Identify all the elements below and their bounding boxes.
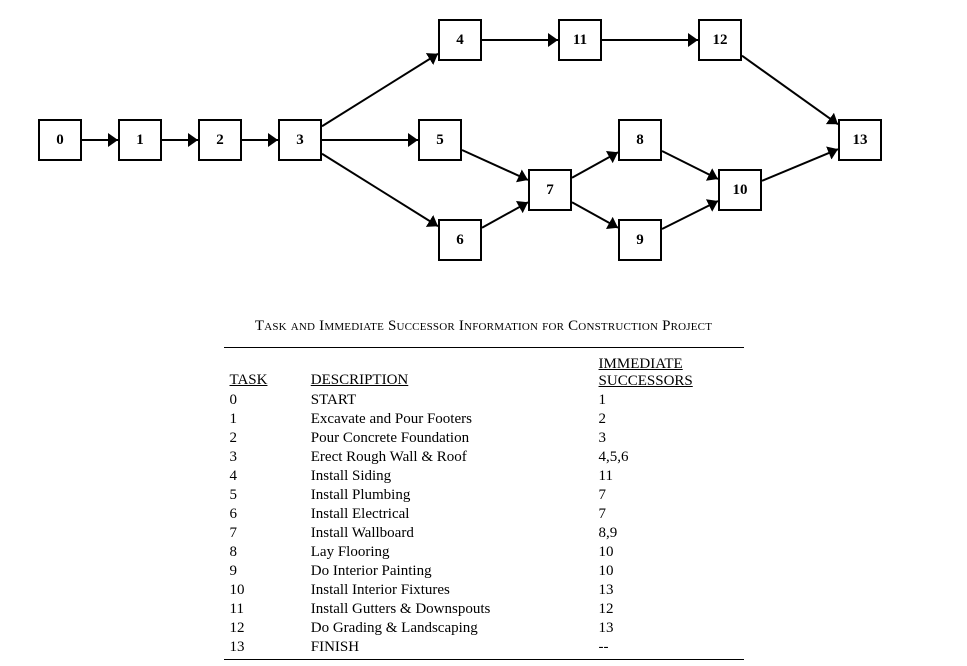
cell-successors: 1: [593, 391, 744, 410]
table-caption: Task and Immediate Successor Information…: [0, 318, 967, 335]
table-row: 13FINISH--: [224, 638, 744, 657]
cell-successors: 4,5,6: [593, 448, 744, 467]
col-successors: IMMEDIATE SUCCESSORS: [593, 354, 744, 391]
cell-description: Excavate and Pour Footers: [305, 410, 593, 429]
cell-successors: 7: [593, 505, 744, 524]
node-7: 7: [528, 169, 572, 211]
cell-successors: 10: [593, 543, 744, 562]
table-bottom-rule: [224, 659, 744, 660]
cell-task: 13: [224, 638, 305, 657]
node-6: 6: [438, 219, 482, 261]
cell-successors: 11: [593, 467, 744, 486]
cell-successors: 10: [593, 562, 744, 581]
cell-task: 5: [224, 486, 305, 505]
cell-task: 7: [224, 524, 305, 543]
node-8: 8: [618, 119, 662, 161]
cell-task: 0: [224, 391, 305, 410]
table-body: 0START11Excavate and Pour Footers22Pour …: [224, 391, 744, 657]
edge-12-13: [742, 56, 838, 125]
edge-5-7: [462, 150, 528, 180]
cell-description: Install Plumbing: [305, 486, 593, 505]
table-row: 2Pour Concrete Foundation3: [224, 429, 744, 448]
cell-successors: 13: [593, 619, 744, 638]
table-row: 1Excavate and Pour Footers2: [224, 410, 744, 429]
cell-task: 12: [224, 619, 305, 638]
cell-successors: 3: [593, 429, 744, 448]
table-row: 5Install Plumbing7: [224, 486, 744, 505]
edge-7-8: [572, 152, 618, 178]
cell-description: Install Gutters & Downspouts: [305, 600, 593, 619]
cell-task: 3: [224, 448, 305, 467]
cell-task: 2: [224, 429, 305, 448]
cell-successors: 12: [593, 600, 744, 619]
col-description: DESCRIPTION: [305, 354, 593, 391]
cell-task: 6: [224, 505, 305, 524]
node-5: 5: [418, 119, 462, 161]
cell-successors: 8,9: [593, 524, 744, 543]
cell-description: Install Siding: [305, 467, 593, 486]
table-row: 11Install Gutters & Downspouts12: [224, 600, 744, 619]
node-12: 12: [698, 19, 742, 61]
cell-task: 10: [224, 581, 305, 600]
table-row: 10Install Interior Fixtures13: [224, 581, 744, 600]
edge-6-7: [482, 202, 528, 228]
cell-successors: --: [593, 638, 744, 657]
cell-description: FINISH: [305, 638, 593, 657]
node-2: 2: [198, 119, 242, 161]
edge-9-10: [662, 201, 718, 229]
cell-description: Do Grading & Landscaping: [305, 619, 593, 638]
cell-successors: 2: [593, 410, 744, 429]
cell-description: Do Interior Painting: [305, 562, 593, 581]
table-row: 7Install Wallboard8,9: [224, 524, 744, 543]
edge-3-6: [322, 154, 438, 227]
table-row: 6Install Electrical7: [224, 505, 744, 524]
node-9: 9: [618, 219, 662, 261]
node-10: 10: [718, 169, 762, 211]
task-table: TASKDESCRIPTIONIMMEDIATE SUCCESSORS 0STA…: [224, 354, 744, 657]
task-table-wrap: TASKDESCRIPTIONIMMEDIATE SUCCESSORS 0STA…: [224, 347, 744, 660]
table-row: 9Do Interior Painting10: [224, 562, 744, 581]
cell-description: START: [305, 391, 593, 410]
cell-description: Install Electrical: [305, 505, 593, 524]
cell-description: Install Interior Fixtures: [305, 581, 593, 600]
cell-description: Lay Flooring: [305, 543, 593, 562]
edge-10-13: [762, 149, 838, 181]
cell-description: Install Wallboard: [305, 524, 593, 543]
table-row: 8Lay Flooring10: [224, 543, 744, 562]
node-0: 0: [38, 119, 82, 161]
table-header-row: TASKDESCRIPTIONIMMEDIATE SUCCESSORS: [224, 354, 744, 391]
cell-description: Erect Rough Wall & Roof: [305, 448, 593, 467]
node-1: 1: [118, 119, 162, 161]
cell-task: 1: [224, 410, 305, 429]
node-3: 3: [278, 119, 322, 161]
node-4: 4: [438, 19, 482, 61]
table-row: 3Erect Rough Wall & Roof4,5,6: [224, 448, 744, 467]
edge-8-10: [662, 151, 718, 179]
table-top-rule: [224, 347, 744, 348]
cell-description: Pour Concrete Foundation: [305, 429, 593, 448]
col-task: TASK: [224, 354, 305, 391]
cell-task: 4: [224, 467, 305, 486]
edge-3-4: [322, 54, 438, 127]
table-row: 0START1: [224, 391, 744, 410]
cell-task: 8: [224, 543, 305, 562]
node-13: 13: [838, 119, 882, 161]
edge-7-9: [572, 202, 618, 228]
cell-successors: 13: [593, 581, 744, 600]
network-diagram: 012345678910111213: [0, 0, 967, 310]
cell-task: 11: [224, 600, 305, 619]
node-11: 11: [558, 19, 602, 61]
cell-successors: 7: [593, 486, 744, 505]
table-row: 4Install Siding11: [224, 467, 744, 486]
table-row: 12Do Grading & Landscaping13: [224, 619, 744, 638]
cell-task: 9: [224, 562, 305, 581]
